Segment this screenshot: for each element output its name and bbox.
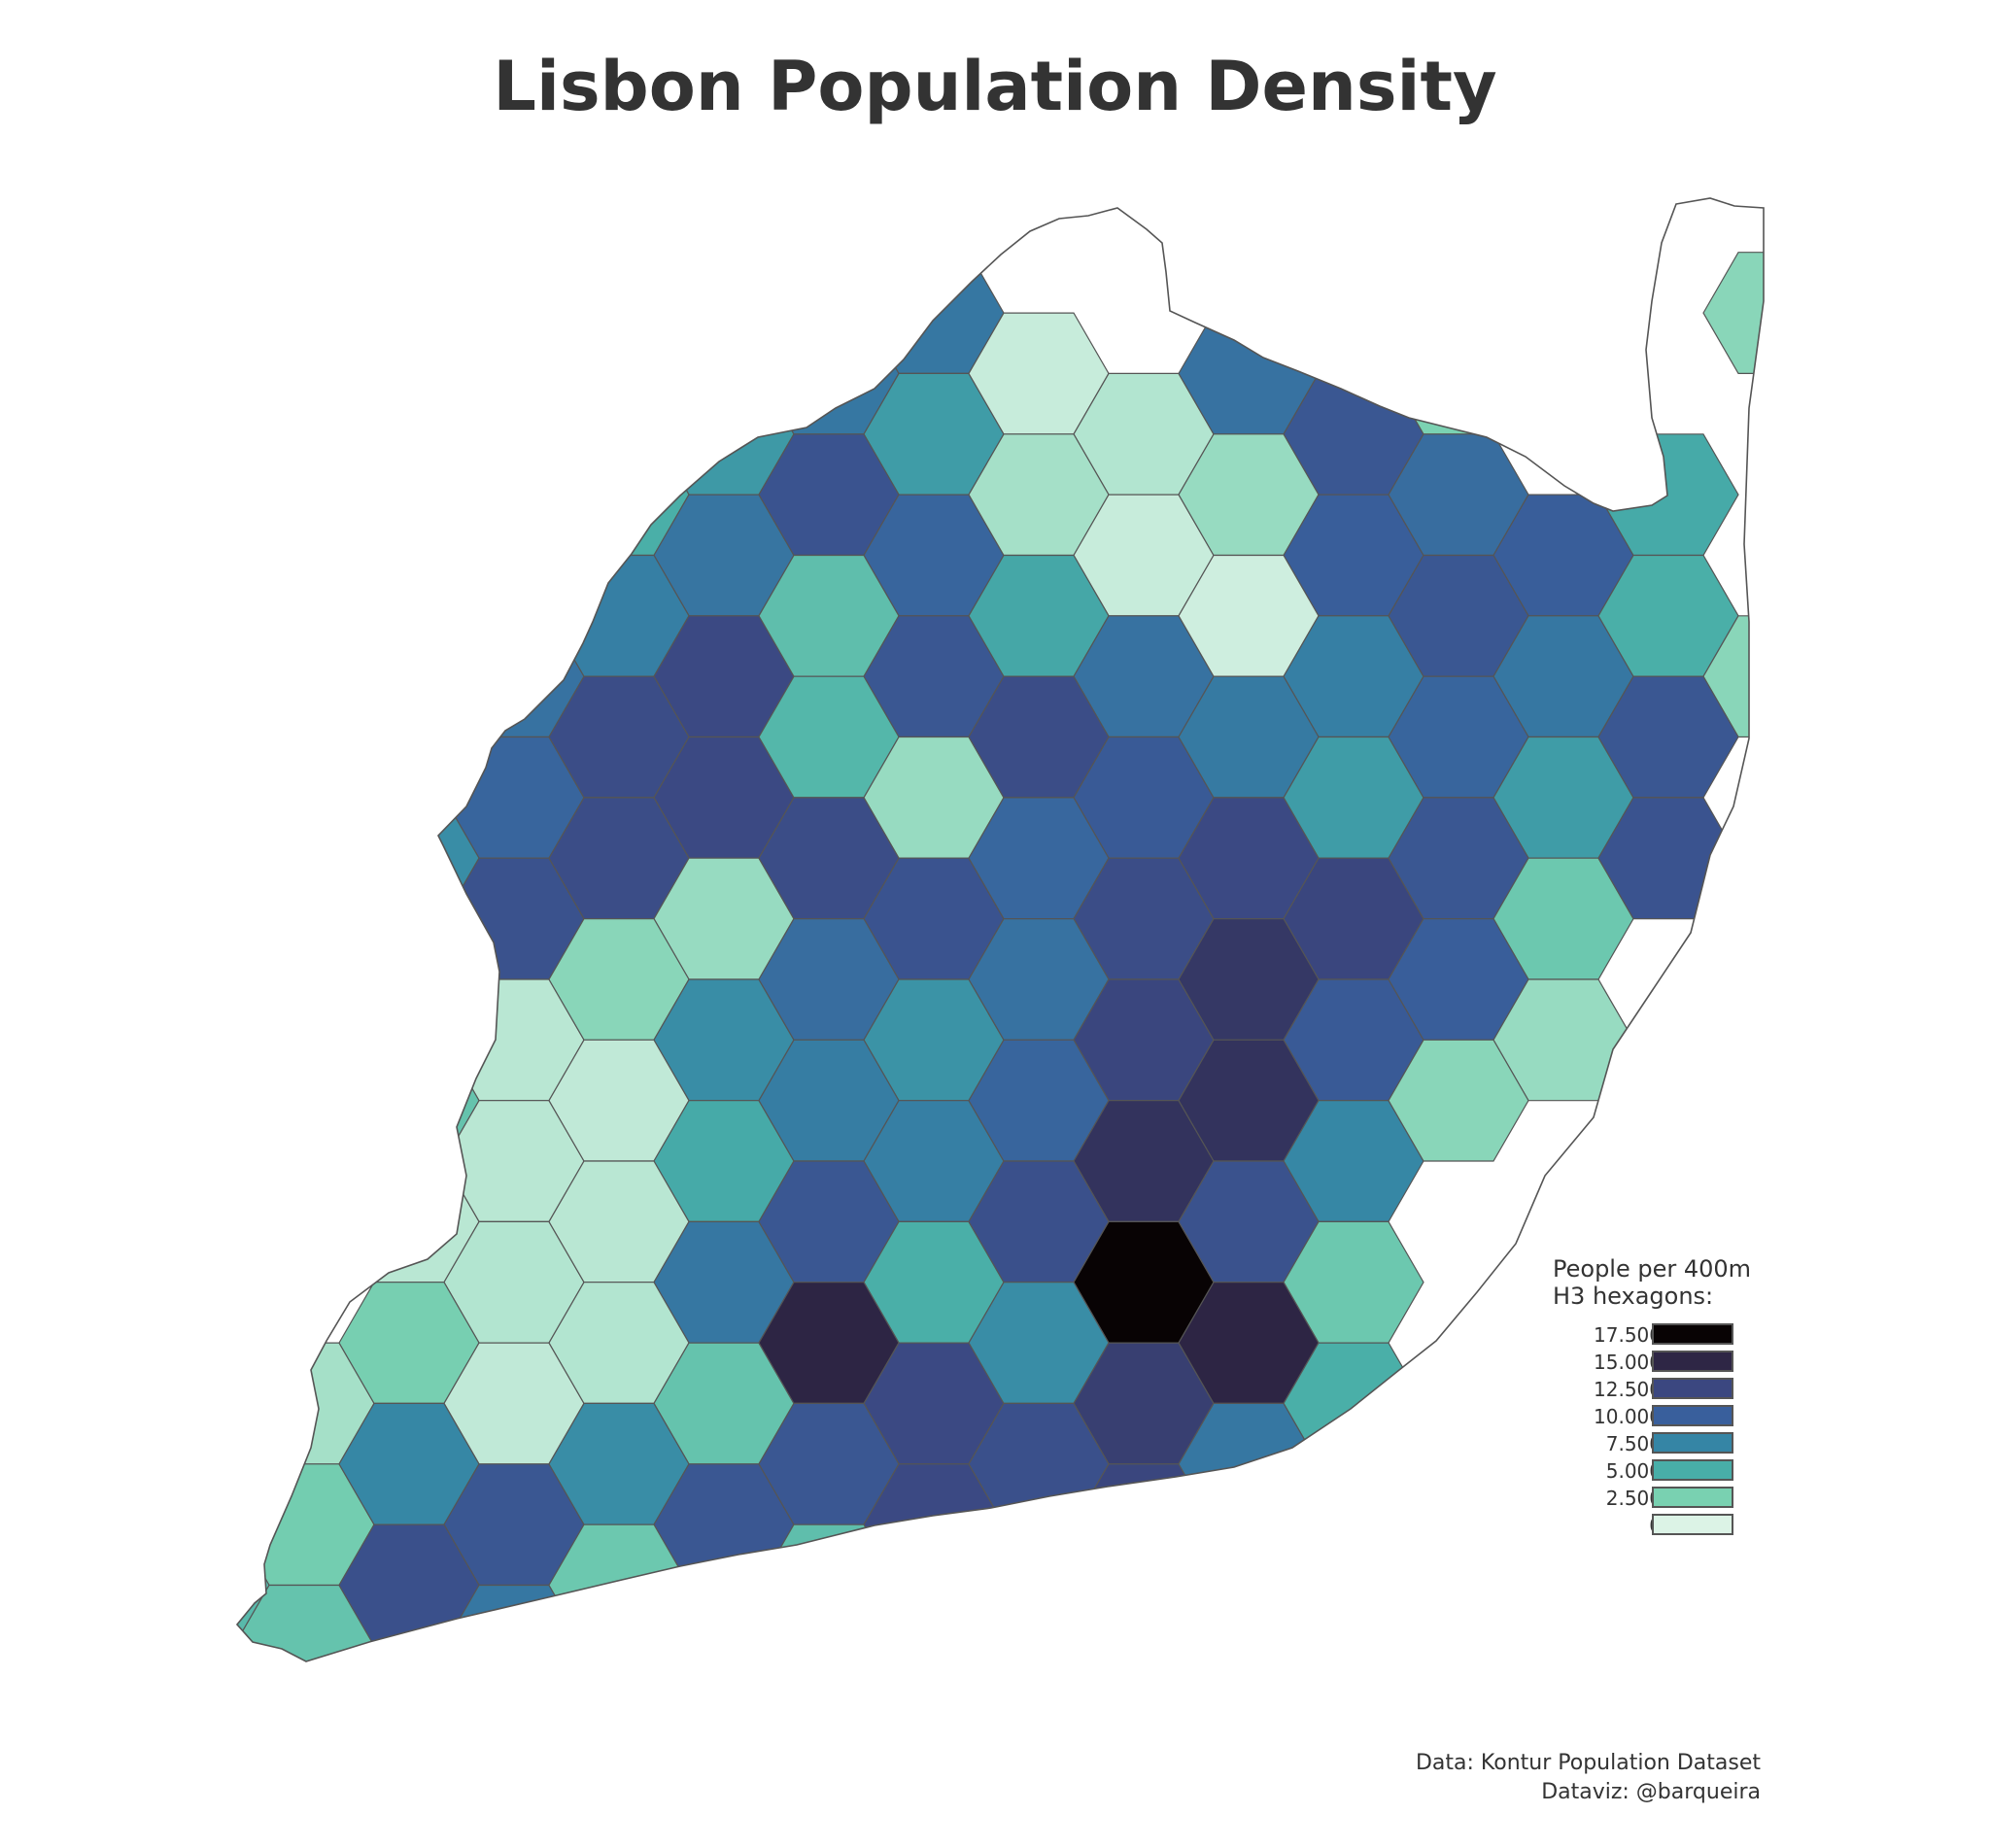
map-legend: People per 400m H3 hexagons: 17.500 15.0…	[1553, 1255, 1786, 1539]
density-hexagon	[237, 857, 375, 980]
density-hexagon	[968, 1523, 1110, 1647]
density-hexagon	[863, 1584, 1005, 1661]
density-hexagon	[338, 1645, 480, 1661]
legend-swatch	[1652, 1323, 1733, 1345]
density-hexagon	[338, 554, 480, 677]
density-hexagon	[338, 1039, 480, 1162]
legend-swatch	[1652, 1432, 1733, 1454]
legend-label: 10.000	[1594, 1405, 1662, 1428]
credits: Data: Kontur Population Dataset Dataviz:…	[1416, 1749, 1761, 1807]
hexagon-layer	[234, 198, 1764, 1828]
density-hexagon	[237, 978, 375, 1102]
page-title: Lisbon Population Density	[493, 47, 1497, 126]
legend-row: 12.500	[1553, 1376, 1786, 1403]
legend-swatch	[1652, 1459, 1733, 1481]
legend-title-line1: People per 400m	[1553, 1255, 1752, 1283]
density-hexagon	[338, 675, 480, 799]
legend-swatch	[1652, 1405, 1733, 1426]
density-hexagon	[237, 1645, 270, 1661]
data-source-credit: Data: Kontur Population Dataset	[1415, 1751, 1761, 1775]
legend-row: 2.500	[1553, 1485, 1786, 1512]
legend-label: 12.500	[1594, 1378, 1662, 1401]
density-hexagon	[443, 494, 585, 617]
legend-swatch	[1652, 1351, 1733, 1372]
legend-row: 0	[1553, 1512, 1786, 1539]
legend-row: 10.000	[1553, 1403, 1786, 1430]
legend-label: 17.500	[1594, 1323, 1662, 1347]
legend-swatch	[1652, 1487, 1733, 1508]
legend-title-line2: H3 hexagons:	[1553, 1283, 1714, 1310]
legend-row: 7.500	[1553, 1430, 1786, 1457]
legend-label: 15.000	[1594, 1351, 1662, 1374]
legend-title: People per 400m H3 hexagons:	[1553, 1255, 1786, 1310]
density-hexagon	[1388, 312, 1529, 435]
legend-swatch	[1652, 1378, 1733, 1399]
density-hexagon	[653, 1584, 795, 1661]
density-hexagon	[758, 198, 900, 314]
density-hexagon	[234, 1706, 374, 1828]
density-hexagon	[1702, 252, 1764, 374]
legend-row: 5.000	[1553, 1457, 1786, 1485]
density-hexagon	[338, 917, 480, 1041]
legend-swatch	[1652, 1514, 1733, 1535]
legend-row: 15.000	[1553, 1349, 1786, 1376]
dataviz-credit: Dataviz: @barqueira	[1541, 1780, 1761, 1804]
density-hexagon	[1388, 1039, 1529, 1162]
legend-row: 17.500	[1553, 1321, 1786, 1349]
